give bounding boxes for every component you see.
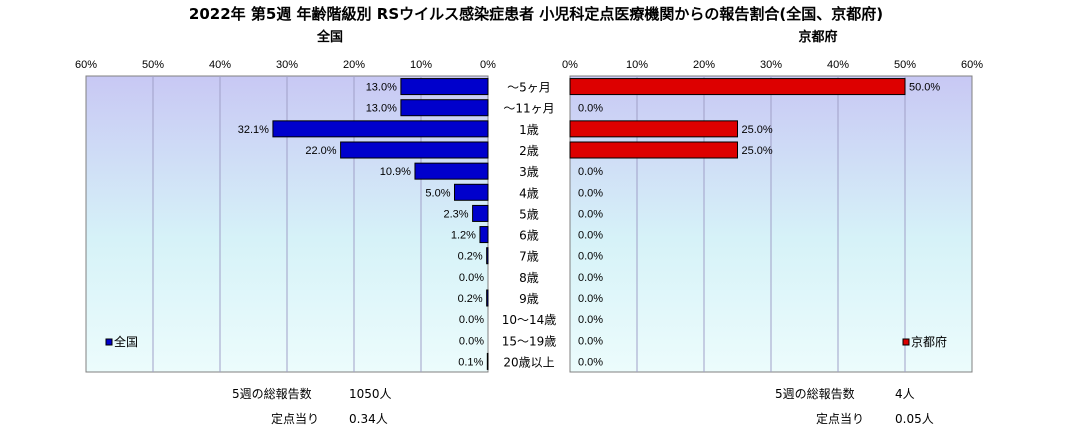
category-label: 20歳以上 [503,355,554,369]
right-data-label: 0.0% [578,293,603,305]
left-bar [400,99,489,117]
right-data-label: 0.0% [578,272,603,284]
category-label: 15～19歳 [502,334,557,348]
right-total-value: 4人 [895,387,915,401]
left-bar [454,183,489,201]
category-label: 2歳 [519,144,539,158]
right-tick-label: 60% [961,59,983,71]
left-data-label: 13.0% [366,103,397,115]
right-per-label: 定点当り [816,412,865,426]
left-data-label: 0.0% [459,314,484,326]
left-data-label: 0.2% [458,251,483,263]
left-legend-swatch [105,338,113,346]
right-data-label: 25.0% [742,124,773,136]
left-data-label: 2.3% [444,208,469,220]
left-bar [340,141,489,159]
left-bar [486,289,489,307]
right-tick-label: 20% [693,59,715,71]
category-label: 3歳 [519,165,539,179]
right-data-label: 0.0% [578,251,603,263]
left-bar [479,226,489,244]
right-data-label: 25.0% [742,145,773,157]
left-data-label: 32.1% [238,124,269,136]
left-bar [400,78,489,96]
category-label: 4歳 [519,186,539,200]
left-data-label: 0.0% [459,335,484,347]
right-panel-title: 京都府 [798,30,838,45]
category-label: 6歳 [519,229,539,243]
right-tick-label: 30% [760,59,782,71]
left-data-label: 0.1% [458,356,483,368]
right-tick-label: 50% [894,59,916,71]
left-tick-label: 40% [209,59,231,71]
right-bar [569,120,738,138]
left-tick-label: 50% [142,59,164,71]
right-data-label: 0.0% [578,166,603,178]
right-bar [569,141,738,159]
right-total-label: 5週の総報告数 [775,387,855,401]
right-data-label: 0.0% [578,356,603,368]
left-bar [272,120,489,138]
category-label: 5歳 [519,207,539,221]
left-per-label: 定点当り [271,412,320,426]
right-tick-label: 40% [827,59,849,71]
right-per-value: 0.05人 [895,412,934,426]
left-data-label: 0.2% [458,293,483,305]
right-legend-label: 京都府 [911,334,947,349]
left-legend-label: 全国 [114,334,138,349]
left-bar [486,352,489,370]
category-label: 8歳 [519,271,539,285]
category-label: ～11ヶ月 [503,102,554,116]
left-data-label: 5.0% [425,187,450,199]
category-label: 7歳 [519,250,539,264]
right-data-label: 0.0% [578,230,603,242]
left-tick-label: 0% [480,59,496,71]
right-tick-label: 0% [562,59,578,71]
left-panel-title: 全国 [316,30,343,45]
right-data-label: 0.0% [578,314,603,326]
category-label: 1歳 [519,123,539,137]
left-total-value: 1050人 [349,387,392,401]
right-legend-swatch [902,338,910,346]
left-data-label: 13.0% [366,82,397,94]
left-per-value: 0.34人 [349,412,388,426]
left-tick-label: 60% [75,59,97,71]
right-data-label: 0.0% [578,208,603,220]
left-tick-label: 10% [410,59,432,71]
left-total-label: 5週の総報告数 [232,387,312,401]
right-data-label: 50.0% [909,82,940,94]
right-tick-label: 10% [626,59,648,71]
chart-title: 2022年 第5週 年齢階級別 RSウイルス感染症患者 小児科定点医療機関からの… [188,5,884,23]
right-bar [569,78,906,96]
left-tick-label: 30% [276,59,298,71]
left-tick-label: 20% [343,59,365,71]
category-label: 9歳 [519,292,539,306]
left-bar [486,247,489,265]
category-label: ～5ヶ月 [507,81,551,95]
left-bar [472,204,489,222]
right-data-label: 0.0% [578,103,603,115]
left-data-label: 22.0% [305,145,336,157]
right-data-label: 0.0% [578,335,603,347]
left-data-label: 1.2% [451,230,476,242]
left-data-label: 10.9% [380,166,411,178]
right-data-label: 0.0% [578,187,603,199]
left-bar [414,162,489,180]
category-label: 10～14歳 [502,313,557,327]
left-data-label: 0.0% [459,272,484,284]
